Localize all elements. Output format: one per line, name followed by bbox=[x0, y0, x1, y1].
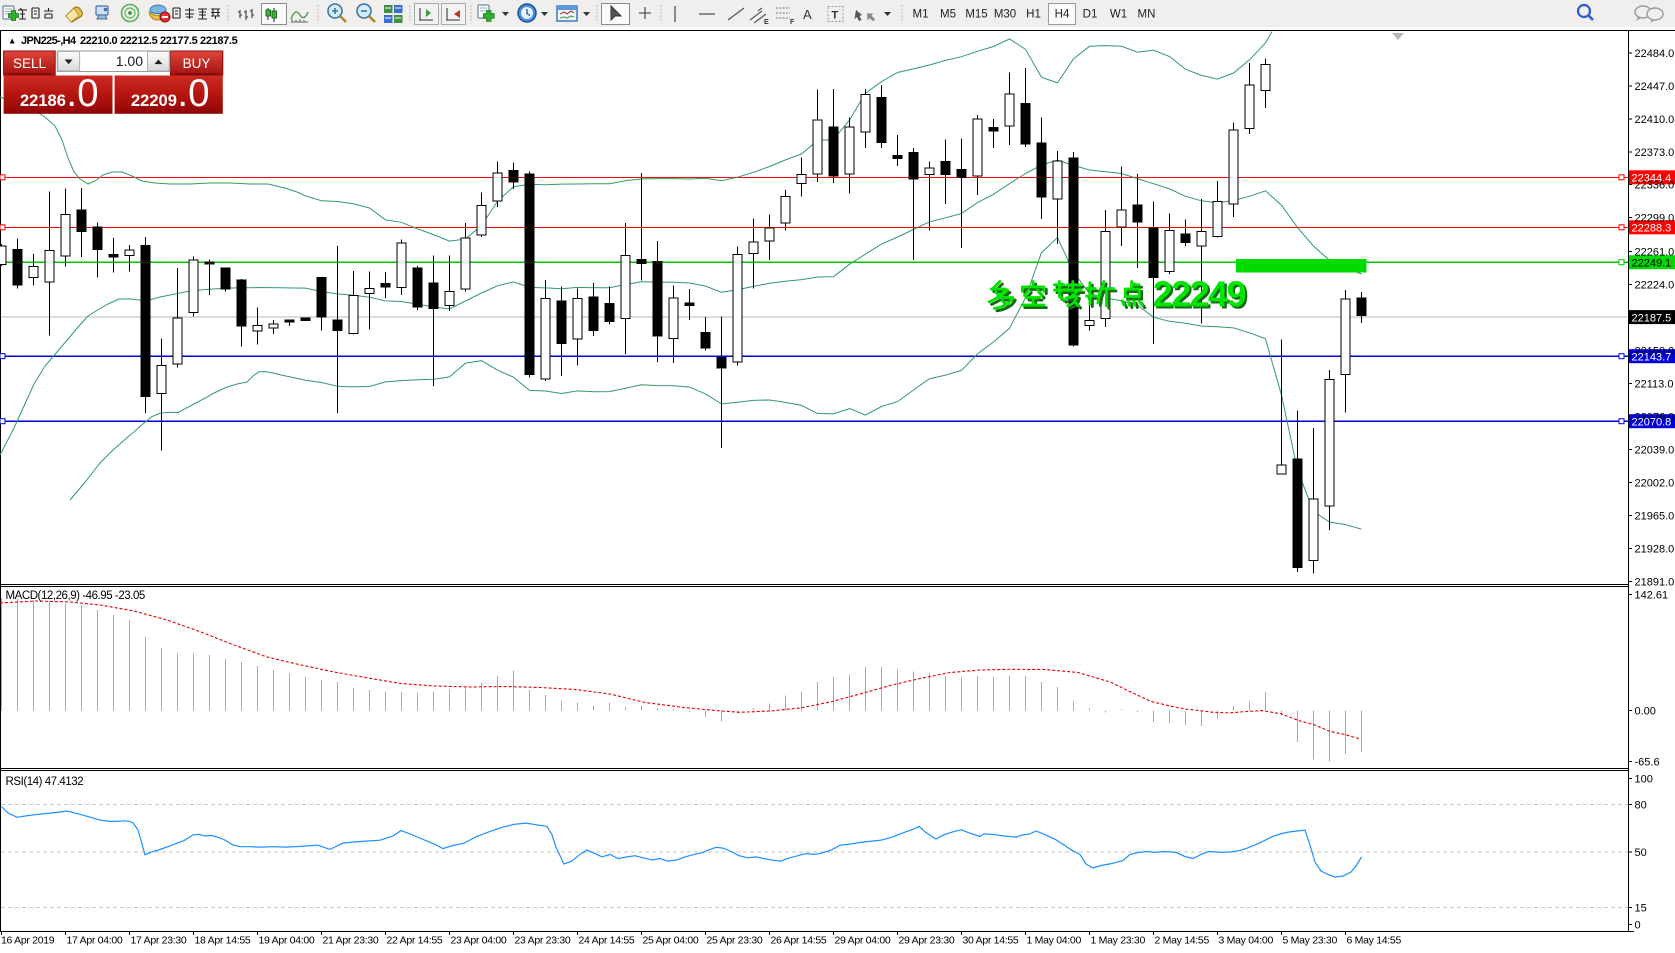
svg-text:22336.0: 22336.0 bbox=[1635, 180, 1675, 192]
svg-text:19 Apr 04:00: 19 Apr 04:00 bbox=[259, 935, 315, 947]
svg-text:22143.7: 22143.7 bbox=[1632, 351, 1672, 363]
svg-text:22249: 22249 bbox=[1155, 276, 1248, 317]
svg-text:21891.0: 21891.0 bbox=[1635, 576, 1675, 588]
svg-text:17 Apr 23:30: 17 Apr 23:30 bbox=[131, 935, 187, 947]
svg-text:22373.0: 22373.0 bbox=[1635, 147, 1675, 159]
svg-text:22150.0: 22150.0 bbox=[1635, 346, 1675, 358]
svg-text:29 Apr 23:30: 29 Apr 23:30 bbox=[899, 935, 955, 947]
svg-text:M15: M15 bbox=[965, 9, 987, 21]
svg-text:0: 0 bbox=[1635, 919, 1641, 931]
svg-text:18 Apr 14:55: 18 Apr 14:55 bbox=[195, 935, 251, 947]
svg-text:22187.5: 22187.5 bbox=[1632, 312, 1672, 324]
svg-text:A: A bbox=[803, 7, 812, 22]
svg-text:16 Apr 2019: 16 Apr 2019 bbox=[1, 935, 55, 947]
svg-text:E: E bbox=[764, 19, 769, 26]
svg-text:MN: MN bbox=[1138, 9, 1156, 21]
svg-text:3 May 04:00: 3 May 04:00 bbox=[1219, 935, 1274, 947]
svg-text:25 Apr 04:00: 25 Apr 04:00 bbox=[643, 935, 699, 947]
svg-text:22249.1: 22249.1 bbox=[1632, 257, 1672, 269]
svg-text:23 Apr 04:00: 23 Apr 04:00 bbox=[451, 935, 507, 947]
svg-text:22299.0: 22299.0 bbox=[1635, 213, 1675, 225]
svg-text:22249: 22249 bbox=[1153, 274, 1246, 315]
svg-text:2 May 14:55: 2 May 14:55 bbox=[1155, 935, 1210, 947]
svg-text:BUY: BUY bbox=[183, 56, 211, 71]
svg-text:100: 100 bbox=[1635, 773, 1653, 785]
svg-text:15: 15 bbox=[1635, 903, 1647, 915]
svg-text:D1: D1 bbox=[1083, 9, 1098, 21]
svg-text:21 Apr 23:30: 21 Apr 23:30 bbox=[323, 935, 379, 947]
svg-text:22039.0: 22039.0 bbox=[1635, 445, 1675, 457]
svg-text:W1: W1 bbox=[1110, 9, 1127, 21]
svg-text:22224.0: 22224.0 bbox=[1635, 280, 1675, 292]
svg-text:MACD(12,26,9) -46.95 -23.05: MACD(12,26,9) -46.95 -23.05 bbox=[6, 590, 145, 602]
svg-text:1.00: 1.00 bbox=[116, 53, 143, 69]
svg-text:H4: H4 bbox=[1055, 9, 1070, 21]
svg-text:JPN225-,H4: JPN225-,H4 bbox=[21, 35, 77, 47]
svg-text:F: F bbox=[790, 19, 795, 26]
svg-text:0.00: 0.00 bbox=[1635, 706, 1656, 718]
svg-text:30 Apr 14:55: 30 Apr 14:55 bbox=[963, 935, 1019, 947]
svg-text:RSI(14) 47.4132: RSI(14) 47.4132 bbox=[6, 776, 84, 788]
svg-text:22113.0: 22113.0 bbox=[1635, 379, 1674, 391]
svg-text:26 Apr 14:55: 26 Apr 14:55 bbox=[771, 935, 827, 947]
svg-text:22187.0: 22187.0 bbox=[1635, 313, 1675, 325]
svg-text:▲: ▲ bbox=[8, 36, 16, 46]
svg-text:24 Apr 14:55: 24 Apr 14:55 bbox=[579, 935, 635, 947]
svg-text:21965.0: 21965.0 bbox=[1635, 510, 1675, 522]
svg-text:22070.8: 22070.8 bbox=[1632, 416, 1672, 428]
svg-text:SELL: SELL bbox=[13, 56, 47, 71]
svg-text:23 Apr 23:30: 23 Apr 23:30 bbox=[515, 935, 571, 947]
svg-text:1 May 23:30: 1 May 23:30 bbox=[1091, 935, 1146, 947]
svg-text:6 May 14:55: 6 May 14:55 bbox=[1347, 935, 1402, 947]
svg-text:142.61: 142.61 bbox=[1635, 590, 1669, 602]
svg-text:22076.0: 22076.0 bbox=[1635, 412, 1675, 424]
svg-text:22186.0: 22186.0 bbox=[20, 72, 99, 115]
svg-text:22209.0: 22209.0 bbox=[131, 72, 210, 115]
svg-text:M5: M5 bbox=[940, 9, 956, 21]
svg-text:T: T bbox=[832, 10, 839, 22]
svg-text:29 Apr 04:00: 29 Apr 04:00 bbox=[835, 935, 891, 947]
svg-text:22 Apr 14:55: 22 Apr 14:55 bbox=[387, 935, 443, 947]
svg-text:22288.3: 22288.3 bbox=[1632, 223, 1672, 235]
svg-text:22410.0: 22410.0 bbox=[1635, 114, 1675, 126]
svg-text:22002.0: 22002.0 bbox=[1635, 478, 1675, 490]
svg-text:H1: H1 bbox=[1026, 9, 1041, 21]
svg-text:M30: M30 bbox=[994, 9, 1016, 21]
svg-text:21928.0: 21928.0 bbox=[1635, 543, 1675, 555]
svg-text:22447.0: 22447.0 bbox=[1635, 81, 1675, 93]
svg-text:22484.0: 22484.0 bbox=[1635, 48, 1675, 60]
svg-text:17 Apr 04:00: 17 Apr 04:00 bbox=[67, 935, 123, 947]
svg-text:-65.6: -65.6 bbox=[1635, 757, 1660, 769]
svg-text:25 Apr 23:30: 25 Apr 23:30 bbox=[707, 935, 763, 947]
svg-text:1 May 04:00: 1 May 04:00 bbox=[1027, 935, 1082, 947]
svg-text:50: 50 bbox=[1635, 847, 1647, 859]
svg-text:80: 80 bbox=[1635, 799, 1647, 811]
svg-text:22210.0 22212.5 22177.5 22187.: 22210.0 22212.5 22177.5 22187.5 bbox=[80, 35, 238, 47]
svg-text:5 May 23:30: 5 May 23:30 bbox=[1283, 935, 1338, 947]
svg-text:22344.4: 22344.4 bbox=[1632, 173, 1672, 185]
svg-text:M1: M1 bbox=[913, 9, 929, 21]
svg-text:22261.0: 22261.0 bbox=[1635, 247, 1675, 259]
